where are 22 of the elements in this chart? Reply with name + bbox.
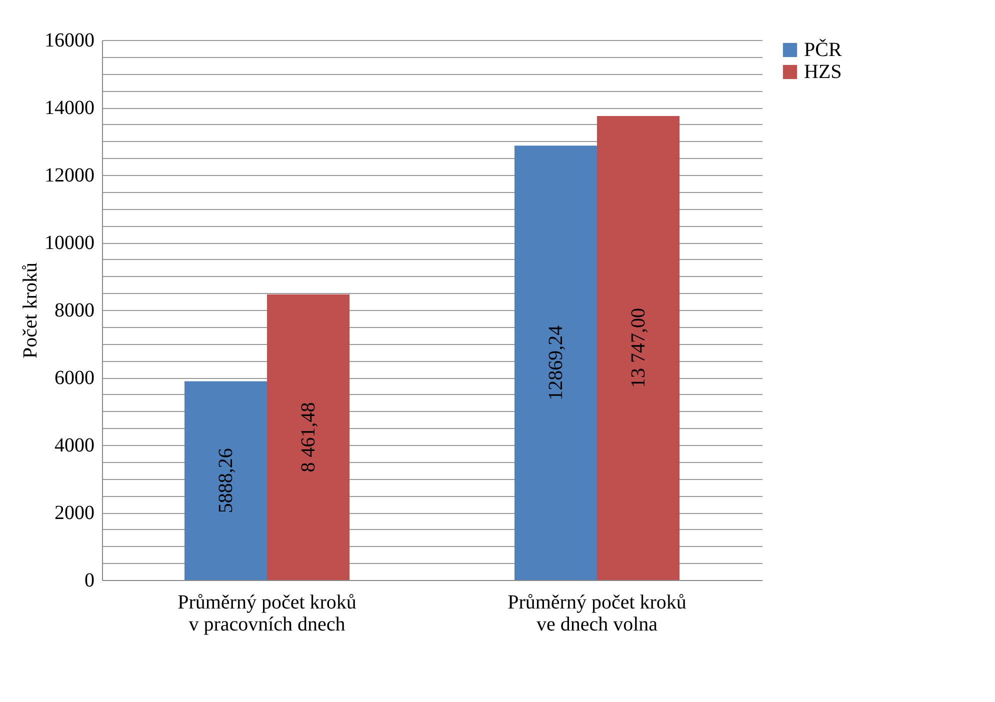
y-tick-label: 14000 xyxy=(44,97,94,119)
y-tick-label: 10000 xyxy=(44,232,94,254)
bar xyxy=(514,146,597,580)
y-tick-label: 16000 xyxy=(44,30,94,52)
y-tick-label: 6000 xyxy=(54,367,94,389)
bar xyxy=(267,294,350,580)
data-label: 5888,26 xyxy=(214,448,237,514)
legend-label: HZS xyxy=(804,61,842,83)
y-axis-title: Počet kroků xyxy=(20,262,42,359)
x-tick-label: Průměrný počet kroků v pracovních dnech xyxy=(178,592,356,636)
x-tick-label: Průměrný počet kroků ve dnech volna xyxy=(508,592,686,636)
y-tick-label: 12000 xyxy=(44,164,94,186)
y-tick-label: 2000 xyxy=(54,502,94,524)
data-label: 13 747,00 xyxy=(627,308,650,388)
data-label: 8 461,48 xyxy=(297,402,320,472)
y-tick-label: 8000 xyxy=(54,300,94,322)
legend-label: PČR xyxy=(804,38,842,61)
y-tick-label: 4000 xyxy=(54,434,94,456)
bar xyxy=(597,116,680,580)
y-tick-label: 0 xyxy=(84,570,94,592)
bar xyxy=(184,381,267,580)
data-label: 12869,24 xyxy=(544,325,567,400)
